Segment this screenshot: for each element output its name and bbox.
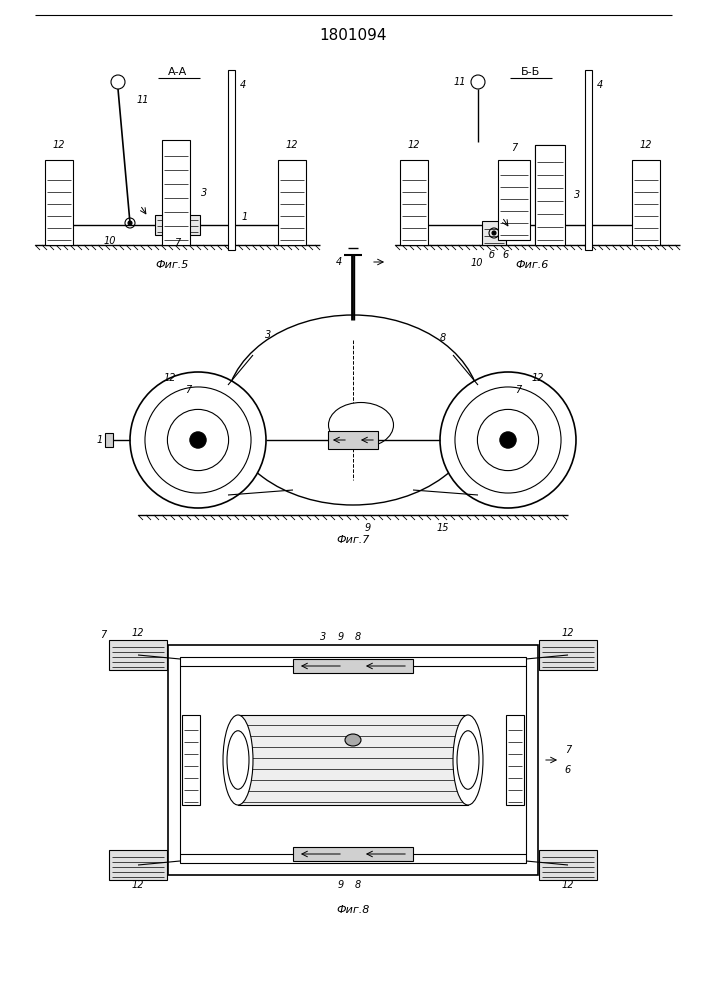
Text: 7: 7 bbox=[565, 745, 571, 755]
Bar bbox=[109, 850, 167, 880]
Ellipse shape bbox=[223, 715, 253, 805]
Bar bbox=[482, 221, 506, 245]
Text: 12: 12 bbox=[532, 373, 544, 383]
Text: 12: 12 bbox=[640, 140, 653, 150]
Text: 1: 1 bbox=[97, 435, 103, 445]
Text: 3: 3 bbox=[574, 190, 580, 200]
Text: 7: 7 bbox=[174, 238, 180, 248]
Bar bbox=[45, 160, 73, 245]
Text: 1801094: 1801094 bbox=[320, 27, 387, 42]
Text: 12: 12 bbox=[164, 373, 176, 383]
Bar bbox=[182, 715, 200, 805]
Circle shape bbox=[500, 432, 516, 448]
Text: 3: 3 bbox=[201, 188, 207, 198]
Bar bbox=[400, 160, 428, 245]
Text: Фиг.6: Фиг.6 bbox=[515, 260, 549, 270]
Text: Фиг.7: Фиг.7 bbox=[337, 535, 370, 545]
Circle shape bbox=[492, 231, 496, 235]
Text: 12: 12 bbox=[562, 880, 574, 890]
Text: 12: 12 bbox=[132, 628, 144, 638]
Bar bbox=[535, 145, 565, 245]
Ellipse shape bbox=[227, 731, 249, 789]
Text: 9: 9 bbox=[338, 880, 344, 890]
Text: 4: 4 bbox=[336, 257, 342, 267]
Text: 12: 12 bbox=[562, 628, 574, 638]
Bar bbox=[278, 160, 306, 245]
Bar bbox=[180, 657, 526, 863]
Text: 4: 4 bbox=[240, 80, 246, 90]
Text: 7: 7 bbox=[515, 385, 521, 395]
Bar bbox=[539, 640, 597, 670]
Circle shape bbox=[128, 221, 132, 225]
Circle shape bbox=[130, 372, 266, 508]
Bar bbox=[539, 850, 597, 880]
Text: 10: 10 bbox=[471, 258, 484, 268]
Text: 8: 8 bbox=[355, 880, 361, 890]
Text: 9: 9 bbox=[338, 632, 344, 642]
Text: 7: 7 bbox=[100, 630, 106, 640]
Text: 4: 4 bbox=[597, 80, 603, 90]
Text: 6: 6 bbox=[503, 250, 509, 260]
Text: 12: 12 bbox=[286, 140, 298, 150]
Text: 10: 10 bbox=[104, 236, 116, 246]
Circle shape bbox=[145, 387, 251, 493]
Text: 11: 11 bbox=[136, 95, 149, 105]
Bar bbox=[228, 70, 235, 250]
Text: 7: 7 bbox=[185, 385, 191, 395]
Bar bbox=[328, 431, 378, 449]
Text: 12: 12 bbox=[53, 140, 65, 150]
Text: 15: 15 bbox=[437, 523, 449, 533]
Ellipse shape bbox=[226, 315, 481, 505]
Bar bbox=[109, 640, 167, 670]
Bar bbox=[105, 433, 113, 447]
Bar bbox=[632, 160, 660, 245]
Bar bbox=[162, 140, 190, 245]
Ellipse shape bbox=[453, 715, 483, 805]
Text: 6: 6 bbox=[565, 765, 571, 775]
Text: б: б bbox=[489, 250, 495, 260]
Circle shape bbox=[190, 432, 206, 448]
Text: Фиг.5: Фиг.5 bbox=[156, 260, 189, 270]
Text: 8: 8 bbox=[440, 333, 446, 343]
Text: 3: 3 bbox=[265, 330, 271, 340]
Circle shape bbox=[440, 372, 576, 508]
Text: 7: 7 bbox=[511, 143, 517, 153]
Text: 11: 11 bbox=[454, 77, 466, 87]
Ellipse shape bbox=[457, 731, 479, 789]
Bar bbox=[293, 659, 413, 673]
Bar bbox=[168, 645, 538, 875]
Bar bbox=[498, 160, 530, 240]
Bar bbox=[155, 215, 200, 235]
Circle shape bbox=[477, 409, 539, 471]
Bar bbox=[585, 70, 592, 250]
Text: 12: 12 bbox=[132, 880, 144, 890]
Text: 3: 3 bbox=[320, 632, 326, 642]
Circle shape bbox=[455, 387, 561, 493]
Bar bbox=[506, 715, 524, 805]
Bar bbox=[293, 847, 413, 861]
Bar bbox=[535, 145, 563, 245]
Text: 9: 9 bbox=[365, 523, 371, 533]
Text: 8: 8 bbox=[355, 632, 361, 642]
Text: А-А: А-А bbox=[168, 67, 187, 77]
Text: Б-Б: Б-Б bbox=[520, 67, 539, 77]
Ellipse shape bbox=[345, 734, 361, 746]
Bar bbox=[238, 715, 468, 805]
Text: 1: 1 bbox=[242, 212, 248, 222]
Text: Фиг.8: Фиг.8 bbox=[337, 905, 370, 915]
Text: 12: 12 bbox=[408, 140, 420, 150]
Ellipse shape bbox=[329, 402, 394, 448]
Circle shape bbox=[168, 409, 228, 471]
